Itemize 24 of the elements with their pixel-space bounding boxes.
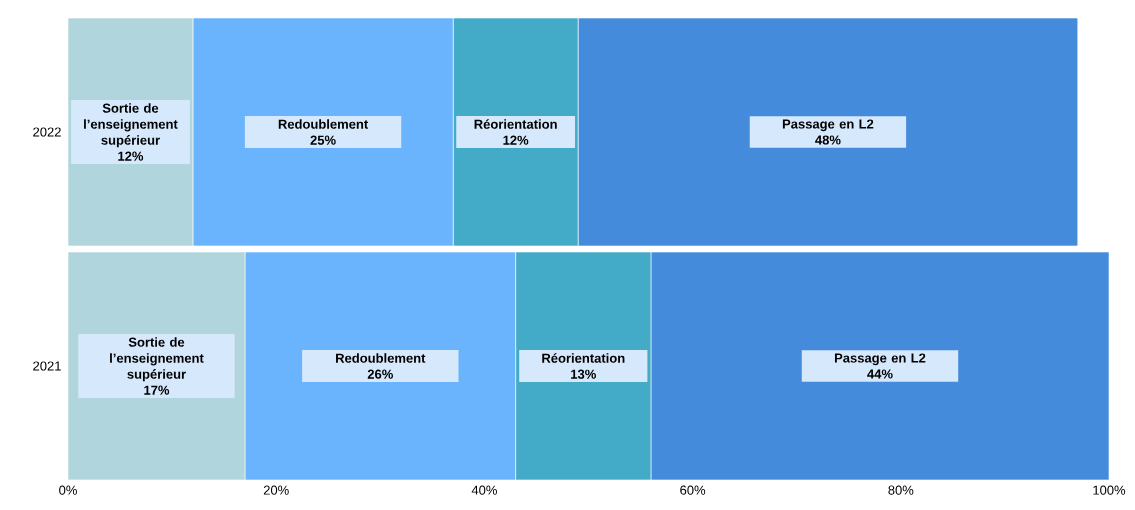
data-label: 12% bbox=[118, 151, 144, 161]
data-label: 17% bbox=[144, 385, 170, 395]
data-label: 26% bbox=[367, 369, 393, 379]
x-tick-label: 60% bbox=[680, 485, 706, 495]
x-tick-label: 100% bbox=[1093, 485, 1126, 495]
text: Réorientation bbox=[542, 353, 625, 363]
text: Sortie de l’enseignement supérieur bbox=[110, 337, 204, 382]
data-label: 44% bbox=[867, 369, 893, 379]
data-label: 13% bbox=[571, 369, 596, 379]
text: Passage en L2 bbox=[834, 353, 926, 366]
x-tick-label: 80% bbox=[888, 485, 914, 495]
data-label: 12% bbox=[503, 135, 529, 145]
data-label: 25% bbox=[310, 135, 336, 145]
text: Redoublement bbox=[336, 353, 426, 363]
data-label: 48% bbox=[815, 135, 841, 145]
x-tick-label: 20% bbox=[263, 485, 289, 495]
series-label: Passage en L2 bbox=[782, 119, 874, 132]
y-tick-label: 2021 bbox=[33, 361, 61, 371]
y-tick-label: 2022 bbox=[33, 127, 61, 137]
x-tick-label: 0% bbox=[59, 485, 77, 495]
series-label: Réorientation bbox=[474, 119, 557, 129]
series-label: Redoublement bbox=[278, 119, 369, 129]
series-label: Sortie de l’enseignement supérieur bbox=[84, 103, 178, 148]
x-tick-label: 40% bbox=[471, 485, 497, 495]
